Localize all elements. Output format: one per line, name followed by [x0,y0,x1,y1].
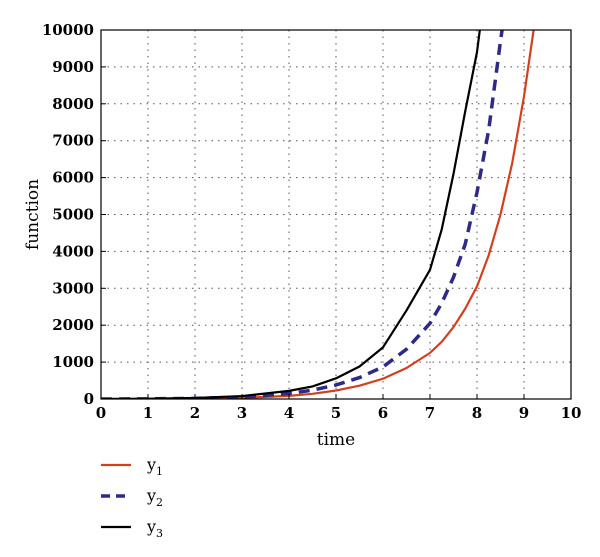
x-tick-label: 6 [378,404,388,422]
legend-label-y3: y3 [146,517,163,540]
x-tick-label: 4 [284,404,294,422]
legend-label-y2: y2 [146,486,163,509]
series-layer [101,30,535,399]
x-tick-label: 9 [519,404,529,422]
y-tick-label: 7000 [52,132,94,150]
x-tick-label: 5 [331,404,341,422]
y-tick-label: 0 [84,390,94,408]
y-tick-label: 10000 [42,21,94,39]
x-tick-label: 8 [472,404,482,422]
legend-name: y [146,517,156,536]
x-tick-label: 3 [237,404,247,422]
y-tick-label: 2000 [52,316,94,334]
legend-name: y [146,486,156,505]
legend-subscript: 3 [156,527,163,540]
x-tick-label: 1 [143,404,153,422]
legend-label-y1: y1 [146,455,163,478]
x-tick-label: 7 [425,404,435,422]
series-line-y1 [101,30,535,399]
x-tick-label: 10 [561,404,582,422]
y-tick-label: 5000 [52,206,94,224]
y-axis-label: function [23,179,43,250]
y-tick-label: 6000 [52,169,94,187]
y-tick-label: 8000 [52,95,94,113]
y-tick-label: 3000 [52,279,94,297]
y-tick-label: 9000 [52,58,94,76]
grid [101,30,571,399]
legend-subscript: 1 [156,465,163,478]
y-tick-label: 4000 [52,242,94,260]
series-line-y3 [101,30,481,399]
axis-ticks: 0 1 2 3 4 5 6 7 8 9 10 0 1000 2000 3000 4000 5000 6000 700… [42,21,582,422]
x-tick-label: 2 [190,404,200,422]
legend-name: y [146,455,156,474]
x-tick-label: 0 [96,404,106,422]
legend-subscript: 2 [156,496,163,509]
x-axis-label: time [317,430,355,450]
y-tick-label: 1000 [52,353,94,371]
